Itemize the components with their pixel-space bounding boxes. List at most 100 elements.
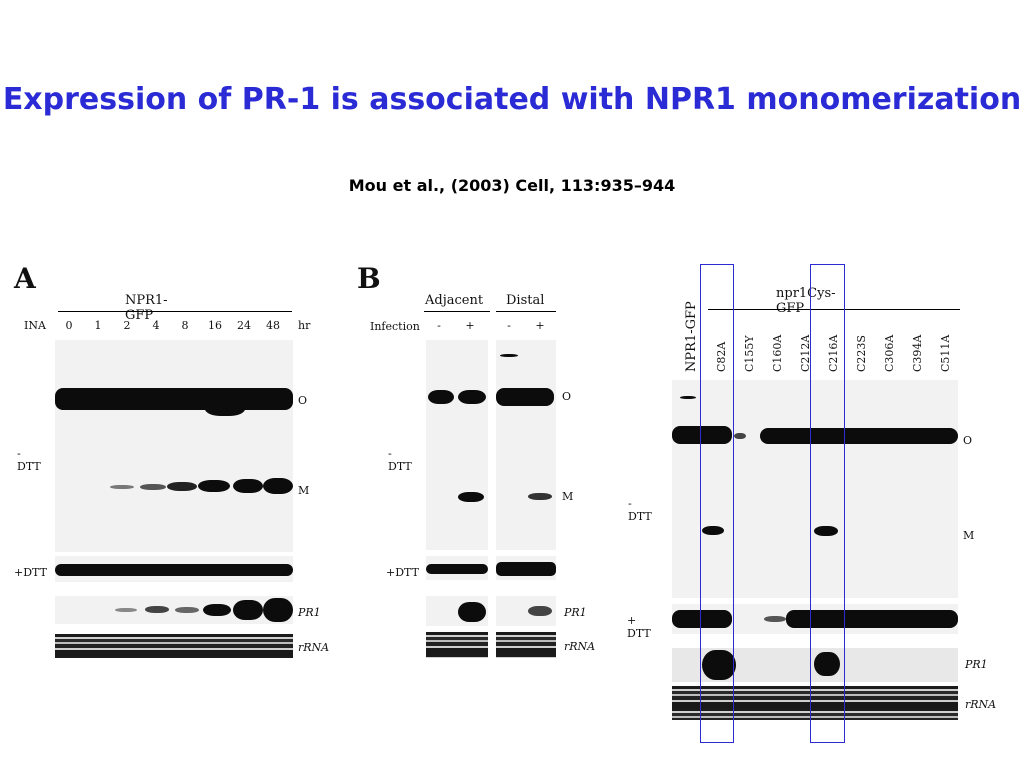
panel-b-distal-pr1-blot bbox=[496, 596, 556, 626]
monomer-band bbox=[528, 493, 552, 500]
panel-b-m-label: M bbox=[562, 490, 574, 503]
panel-c-lane-label: C394A bbox=[911, 334, 924, 372]
panel-c-lane-label: C511A bbox=[939, 334, 952, 372]
panel-b-dtt-minus-label: -DTT bbox=[388, 447, 412, 473]
panel-c-lane-label: C155Y bbox=[743, 335, 756, 372]
pr1-band bbox=[263, 598, 293, 622]
oligomer-band bbox=[458, 390, 486, 404]
panel-c-m-label: M bbox=[963, 529, 975, 542]
panel-c-lane-label: C223S bbox=[855, 335, 868, 372]
panel-c-dtt-minus-label: - DTT bbox=[628, 497, 652, 523]
panel-b-group-adjacent: Adjacent bbox=[425, 293, 484, 308]
panel-b-adjacent-blot bbox=[426, 340, 488, 550]
panel-b-distal-rrna-blot bbox=[496, 632, 556, 658]
monomer-band bbox=[458, 492, 484, 502]
panel-a-dtt-minus-blot bbox=[55, 340, 293, 552]
panel-a-lane-label: 0 bbox=[65, 319, 73, 332]
oligomer-band bbox=[500, 354, 518, 357]
panel-b-lane-label: - bbox=[437, 319, 441, 332]
oligomer-band bbox=[680, 396, 696, 399]
monomer-band bbox=[140, 484, 166, 490]
panel-c-pr1-label: PR1 bbox=[965, 658, 988, 671]
panel-b-rule-distal bbox=[496, 311, 556, 312]
panel-c-dtt-plus-label: + DTT bbox=[627, 614, 651, 640]
dtt-band bbox=[786, 610, 958, 628]
panel-b-lane-label: + bbox=[465, 319, 475, 332]
panel-b-label: B bbox=[357, 262, 381, 295]
panel-a-o-label: O bbox=[298, 394, 308, 407]
panel-a-pr1-blot bbox=[55, 596, 293, 624]
pr1-band bbox=[702, 650, 736, 680]
slide-title: Expression of PR-1 is associated with NP… bbox=[2, 82, 1022, 117]
panel-c-o-label: O bbox=[963, 434, 973, 447]
panel-a-rrna-blot bbox=[55, 634, 293, 658]
panel-c-rrna-blot bbox=[672, 686, 958, 720]
pr1-band bbox=[814, 652, 840, 676]
oligomer-band bbox=[496, 388, 554, 406]
highlight-box-c216a bbox=[810, 264, 845, 743]
panel-b-row-label: Infection bbox=[370, 320, 420, 333]
panel-b-adjacent-pr1-blot bbox=[426, 596, 488, 626]
panel-a-lane-label: 8 bbox=[181, 319, 189, 332]
dtt-band bbox=[496, 562, 556, 576]
panel-c-lane-label: C160A bbox=[771, 334, 784, 372]
panel-a-row-label: INA bbox=[24, 319, 46, 332]
panel-b-adjacent-dtt-plus-blot bbox=[426, 556, 488, 580]
dtt-band bbox=[672, 610, 732, 628]
pr1-band bbox=[203, 604, 231, 616]
panel-a-label: A bbox=[14, 262, 36, 295]
pr1-band bbox=[145, 606, 169, 613]
panel-a-dtt-plus-label: +DTT bbox=[14, 566, 47, 579]
monomer-band bbox=[167, 482, 197, 491]
panel-a-lane-label: 4 bbox=[152, 319, 160, 332]
panel-c-dtt-minus-blot bbox=[672, 380, 958, 598]
dtt-band bbox=[55, 564, 293, 576]
panel-a-lane-label: 16 bbox=[208, 319, 222, 332]
panel-c-pr1-blot bbox=[672, 648, 958, 682]
pr1-band bbox=[233, 600, 263, 620]
panel-c-lane-label-npr1: NPR1-GFP bbox=[684, 301, 699, 372]
panel-a-dtt-minus-label: -DTT bbox=[17, 447, 41, 473]
panel-b-distal-dtt-plus-blot bbox=[496, 556, 556, 580]
panel-b-lane-label: - bbox=[507, 319, 511, 332]
oligomer-band bbox=[734, 433, 746, 439]
monomer-band bbox=[814, 526, 838, 536]
panel-b-group-distal: Distal bbox=[506, 293, 545, 308]
panel-a-lane-label: 1 bbox=[94, 319, 102, 332]
monomer-band bbox=[263, 478, 293, 494]
panel-a-m-label: M bbox=[298, 484, 310, 497]
oligomer-band bbox=[760, 428, 958, 444]
panel-b-adjacent-rrna-blot bbox=[426, 632, 488, 658]
panel-a-rrna-label: rRNA bbox=[298, 641, 330, 654]
panel-a-unit: hr bbox=[298, 319, 311, 332]
pr1-band bbox=[528, 606, 552, 616]
monomer-band bbox=[702, 526, 724, 535]
slide-citation: Mou et al., (2003) Cell, 113:935–944 bbox=[348, 176, 676, 195]
panel-b-distal-blot bbox=[496, 340, 556, 550]
panel-c-lane-label: C306A bbox=[883, 334, 896, 372]
pr1-band bbox=[115, 608, 137, 612]
panel-b-dtt-plus-label: +DTT bbox=[386, 566, 419, 579]
panel-c-header: npr1Cys-GFP bbox=[776, 286, 836, 316]
dtt-band bbox=[764, 616, 786, 622]
panel-b-rule-adjacent bbox=[424, 311, 490, 312]
pr1-band bbox=[458, 602, 486, 622]
panel-a-header-rule bbox=[58, 311, 292, 312]
panel-b-rrna-label: rRNA bbox=[564, 640, 596, 653]
panel-a-dtt-plus-blot bbox=[55, 556, 293, 582]
panel-a-lane-label: 24 bbox=[237, 319, 251, 332]
oligomer-band bbox=[428, 390, 454, 404]
highlight-box-c82a bbox=[700, 264, 734, 743]
monomer-band bbox=[233, 479, 263, 493]
panel-c-header-rule bbox=[708, 309, 960, 310]
panel-a-pr1-label: PR1 bbox=[298, 606, 321, 619]
panel-b-lane-label: + bbox=[535, 319, 545, 332]
panel-c-dtt-plus-blot bbox=[672, 604, 958, 634]
oligomer-band bbox=[205, 402, 245, 416]
monomer-band bbox=[110, 485, 134, 489]
oligomer-band bbox=[55, 388, 293, 410]
panel-c-rrna-label: rRNA bbox=[965, 698, 997, 711]
oligomer-band bbox=[672, 426, 732, 444]
monomer-band bbox=[198, 480, 230, 492]
panel-b-o-label: O bbox=[562, 390, 572, 403]
